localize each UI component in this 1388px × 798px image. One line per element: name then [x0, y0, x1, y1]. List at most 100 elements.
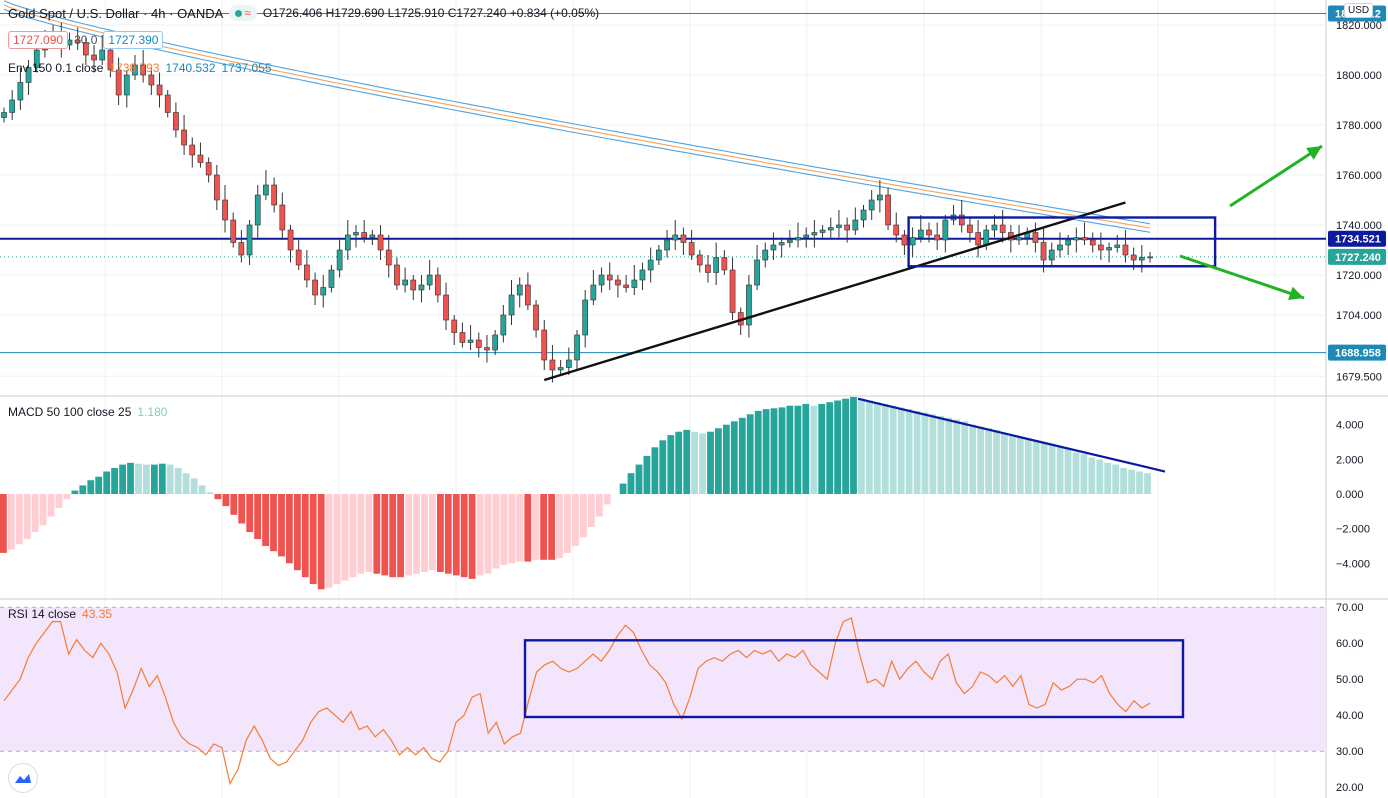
macd-bar [746, 414, 754, 494]
macd-bar [619, 483, 627, 494]
price-tag-label: 1734.521 [1335, 234, 1381, 246]
macd-bar [985, 428, 992, 494]
macd-value: 1.180 [137, 405, 168, 419]
candle [721, 257, 728, 271]
macd-pane[interactable] [0, 397, 1151, 590]
range-box [907, 216, 1217, 268]
candle [115, 69, 122, 96]
macd-bar [834, 400, 841, 495]
macd-bar [246, 494, 254, 533]
candle [17, 82, 24, 101]
macd-bar [174, 468, 182, 494]
price-tick-label: 1679.500 [1336, 371, 1382, 383]
ask-price[interactable]: 1727.390 [103, 31, 164, 49]
macd-bar [516, 494, 524, 562]
envelope-upper-value: 1740.532 [165, 61, 216, 75]
candle [762, 249, 769, 261]
macd-bar [111, 468, 118, 494]
candle [917, 229, 924, 238]
candle [238, 242, 245, 256]
candle [1048, 249, 1055, 261]
candle [958, 214, 965, 226]
macd-bar [866, 400, 873, 495]
candle [926, 229, 932, 236]
candle [623, 284, 629, 288]
macd-bar [301, 494, 309, 578]
macd-bar [929, 414, 937, 494]
macd-bar [7, 494, 15, 550]
candle [909, 237, 916, 246]
macd-bar [158, 463, 166, 494]
macd-bar [198, 485, 206, 495]
macd-bar [1032, 440, 1040, 494]
macd-tick-label: 2.000 [1336, 454, 1364, 466]
macd-bar [31, 494, 39, 533]
rsi-pane[interactable] [0, 606, 1326, 786]
visibility-dot-icon [235, 9, 243, 17]
candle [999, 224, 1006, 233]
macd-bar [397, 494, 404, 578]
macd-bar [381, 494, 389, 576]
macd-bar [460, 494, 468, 578]
price-tick-label: 1800.000 [1336, 70, 1382, 82]
macd-tick-label: −4.000 [1336, 558, 1370, 570]
price-pane[interactable] [0, 0, 1326, 383]
candle [598, 274, 605, 286]
candle [1114, 244, 1121, 248]
candle [475, 339, 482, 348]
candle [549, 359, 556, 371]
macd-tick-label: 0.000 [1336, 489, 1364, 501]
macd-bar [540, 494, 547, 560]
macd-bar [961, 421, 969, 495]
candle [655, 249, 662, 261]
macd-bar [492, 494, 500, 569]
macd-bar [945, 417, 953, 494]
rsi-tick-label: 20.00 [1336, 782, 1364, 794]
currency-badge[interactable]: USD [1344, 3, 1374, 18]
candle [746, 284, 752, 326]
candle [786, 239, 793, 243]
macd-bar [333, 494, 341, 585]
macd-bar [635, 464, 643, 495]
rsi-tick-label: 60.00 [1336, 638, 1364, 650]
macd-bar [842, 398, 849, 494]
candle [140, 64, 147, 76]
candle [615, 279, 621, 286]
visibility-toggle[interactable]: ≈ [229, 5, 257, 21]
candle [713, 257, 719, 273]
rsi-value: 43.35 [82, 607, 113, 621]
macd-bar [508, 494, 516, 564]
candle [107, 49, 114, 71]
candle [1040, 242, 1047, 261]
candle [1032, 232, 1039, 243]
candle [205, 162, 212, 176]
price-tag-label: 1688.958 [1335, 348, 1381, 360]
candle [557, 367, 564, 371]
macd-bar [587, 494, 595, 527]
candle [754, 259, 760, 286]
price-scale[interactable]: 1820.000 1800.000 1780.000 1760.000 1740.000… [1328, 5, 1386, 795]
price-tag [1328, 344, 1386, 361]
candle [647, 259, 654, 271]
rsi-label: RSI 14 close [8, 607, 77, 621]
tradingview-logo-icon[interactable] [8, 763, 38, 793]
candle [148, 74, 155, 86]
price-tag [1328, 230, 1386, 247]
candle [672, 234, 679, 241]
macd-bar [762, 409, 770, 494]
candle [410, 279, 417, 291]
candle [975, 232, 981, 246]
bid-price[interactable]: 1727.090 [8, 31, 69, 49]
candle [836, 224, 842, 228]
envelope-mid-value: 1738.793 [109, 61, 160, 75]
macd-bar [1009, 435, 1016, 494]
rsi-tick-label: 50.00 [1336, 674, 1364, 686]
macd-tick-label: −2.000 [1336, 524, 1370, 536]
macd-bar [897, 407, 905, 494]
down-arrow-head [1288, 286, 1304, 300]
macd-bar [595, 494, 603, 517]
envelope-label: Env 150 0.1 close [8, 61, 104, 75]
macd-bar [444, 494, 452, 574]
candle [1081, 237, 1088, 241]
